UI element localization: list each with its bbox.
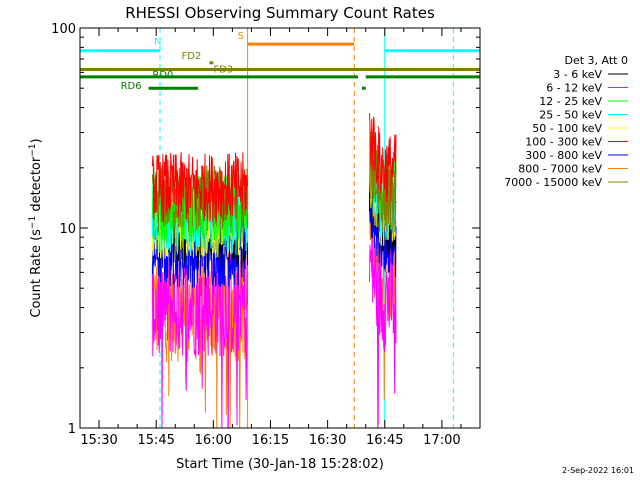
y-tick-label-2: 100 <box>51 22 76 37</box>
y-axis-label-exp1: −1 <box>28 216 38 229</box>
legend-label-6: 300 - 800 keV <box>525 149 602 162</box>
legend-label-5: 100 - 300 keV <box>525 136 602 149</box>
legend-label-2: 12 - 25 keV <box>539 95 602 108</box>
y-tick-label-0: 1 <box>68 422 76 437</box>
y-axis-label-exp2: −1 <box>28 143 38 156</box>
chart-title: RHESSI Observing Summary Count Rates <box>125 4 435 22</box>
flag-label-rd0: RD0 <box>152 70 173 81</box>
x-axis-label: Start Time (30-Jan-18 15:28:02) <box>176 457 384 472</box>
y-axis-label-main: Count Rate (s <box>29 229 44 318</box>
flag-label-rd6: RD6 <box>121 81 142 92</box>
footer-date: 2-Sep-2022 16:01 <box>562 466 634 475</box>
legend-label-7: 800 - 7000 keV <box>518 163 602 176</box>
legend-label-1: 6 - 12 keV <box>546 82 602 95</box>
y-axis-label: Count Rate (s−1 detector−1) <box>28 138 44 317</box>
legend-label-0: 3 - 6 keV <box>553 68 602 81</box>
legend-title: Det 3, Att 0 <box>565 54 629 67</box>
y-axis-label-detector: detector <box>29 156 44 216</box>
x-tick-label-1: 15:45 <box>137 433 174 448</box>
y-axis-label-close: ) <box>29 138 44 143</box>
series-line-1 <box>151 222 397 428</box>
series-line-5 <box>151 113 397 222</box>
x-tick-label-2: 16:00 <box>195 433 232 448</box>
x-tick-label-0: 15:30 <box>80 433 117 448</box>
legend-label-8: 7000 - 15000 keV <box>504 176 602 189</box>
y-tick-label-1: 10 <box>59 222 76 237</box>
x-tick-label-6: 17:00 <box>423 433 460 448</box>
flag-label-fd3: FD3 <box>213 65 233 76</box>
x-tick-label-3: 16:15 <box>252 433 289 448</box>
flag-label-fd2: FD2 <box>182 51 202 62</box>
x-tick-label-4: 16:30 <box>309 433 346 448</box>
x-tick-label-5: 16:45 <box>366 433 403 448</box>
legend-label-4: 50 - 100 keV <box>532 122 602 135</box>
flag-label-s: S <box>238 31 244 42</box>
flag-label-n: N <box>154 37 161 48</box>
legend-label-3: 25 - 50 keV <box>539 109 602 122</box>
